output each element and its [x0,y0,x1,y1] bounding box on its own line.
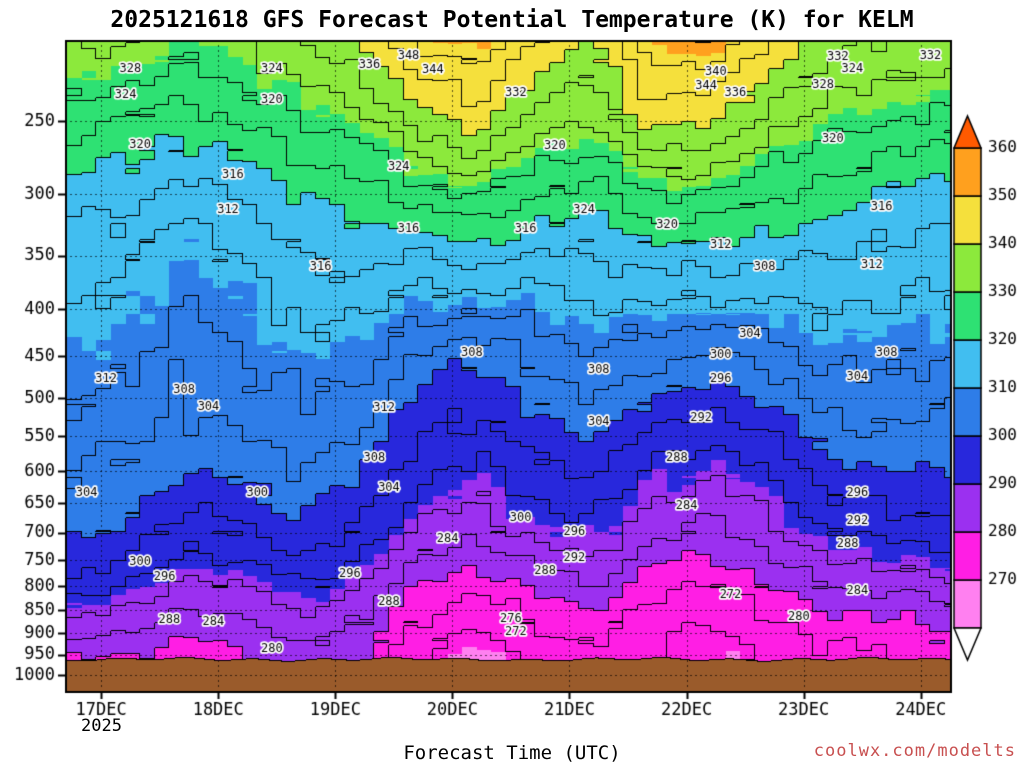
x-axis-year-label: 2025 [81,716,122,736]
x-axis-title: Forecast Time (UTC) [403,742,621,764]
watermark-link[interactable]: coolwx.com/modelts [813,741,1016,761]
chart-title: 2025121618 GFS Forecast Potential Temper… [110,7,914,33]
